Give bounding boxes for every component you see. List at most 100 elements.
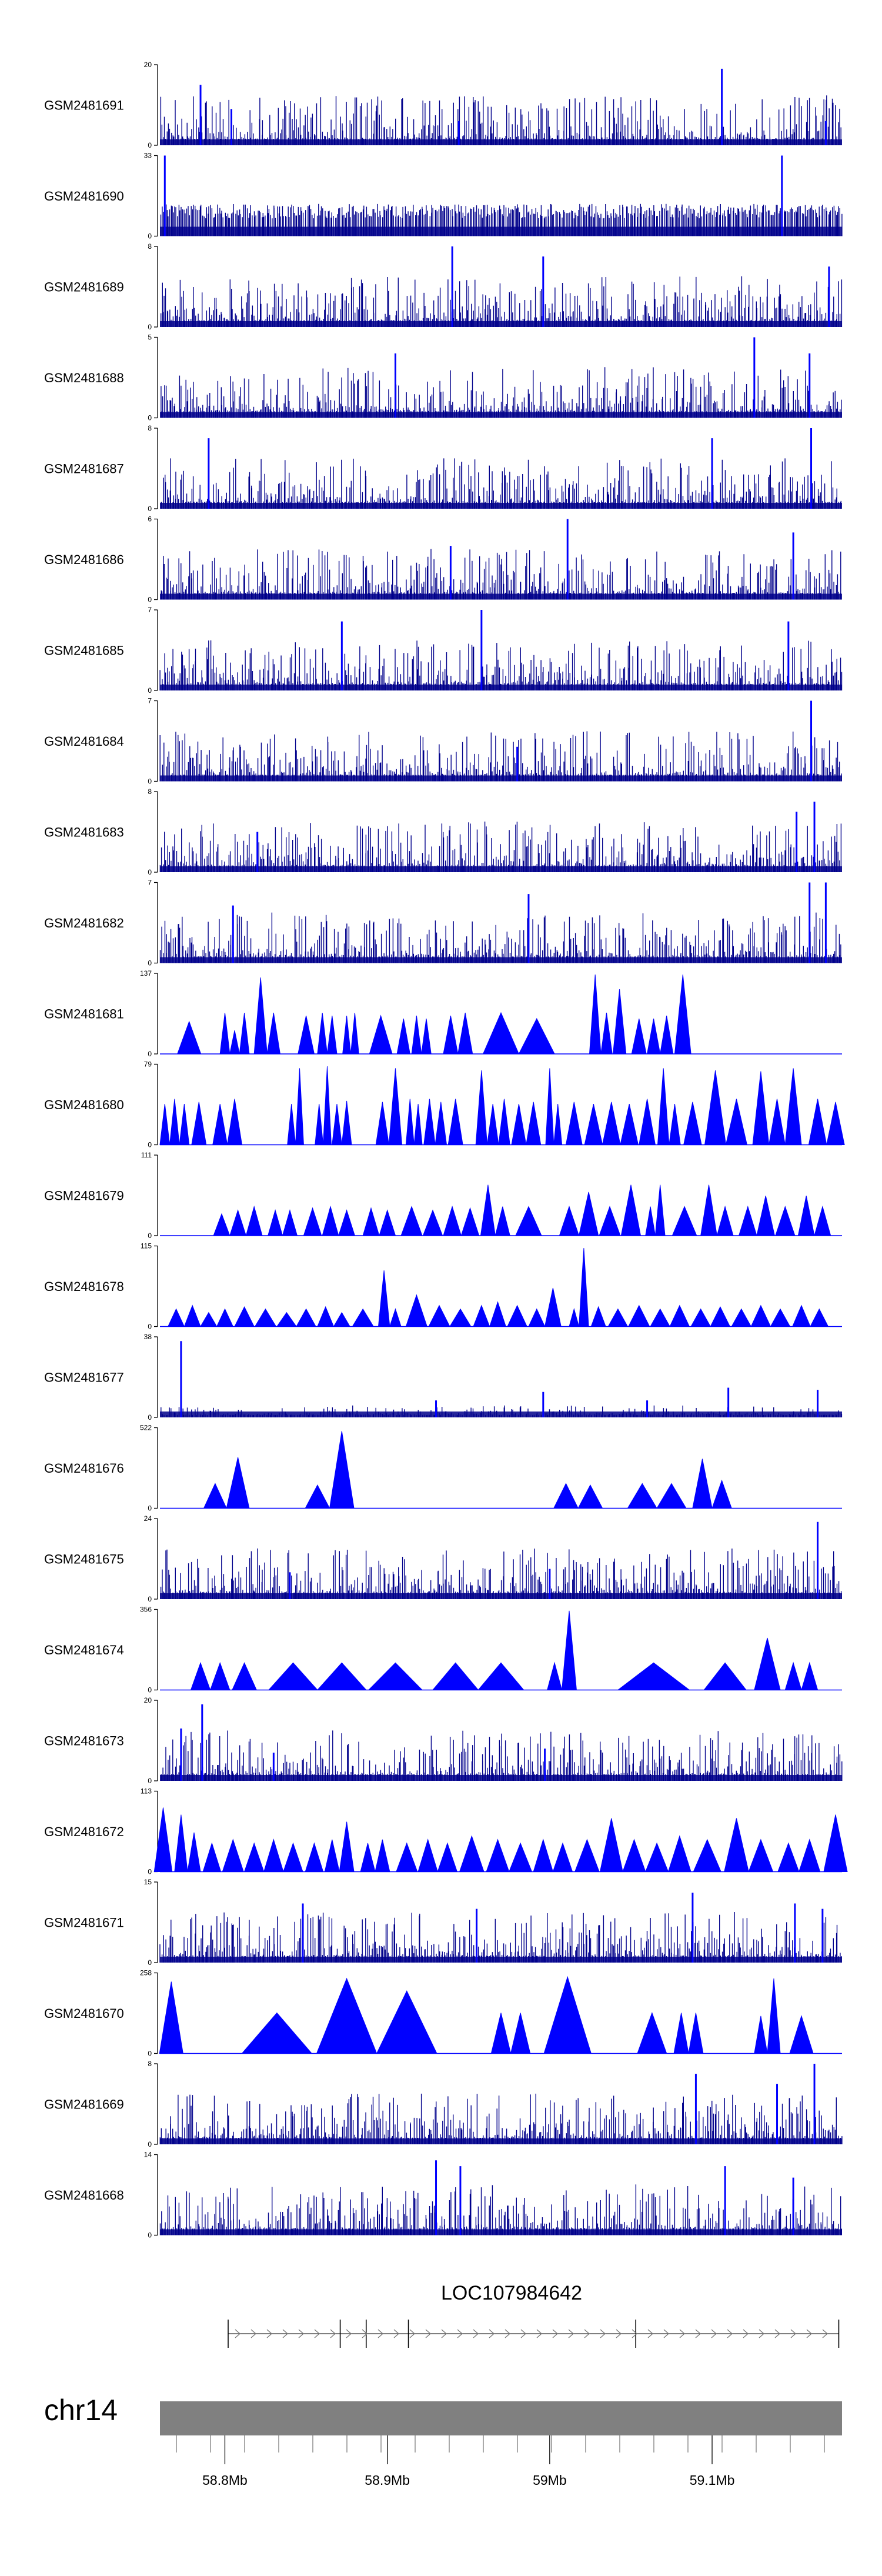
- track-label: GSM2481676: [44, 1461, 124, 1476]
- track-GSM2481690: GSM2481690 33 0: [44, 152, 843, 241]
- signal-peak: [245, 1205, 263, 1236]
- signal-peak: [750, 1304, 771, 1327]
- strand-arrow: [822, 2329, 828, 2338]
- signal-peak: [826, 1102, 845, 1145]
- y-min-label: 0: [148, 959, 152, 967]
- signal-peak: [253, 977, 268, 1055]
- signal-peak: [473, 1304, 490, 1327]
- track-GSM2481685: GSM2481685 7 0: [44, 606, 843, 695]
- signal-peak: [222, 1838, 244, 1872]
- signal-peak: [814, 1205, 831, 1236]
- signal-peak: [756, 1195, 776, 1236]
- signal-peak: [169, 1099, 180, 1145]
- signal-peak: [368, 1662, 423, 1690]
- track-label: GSM2481677: [44, 1370, 124, 1385]
- signal-peak: [435, 1102, 447, 1145]
- signal-peak: [263, 1838, 284, 1872]
- signal-peak: [459, 1835, 485, 1872]
- signal-peak: [422, 1209, 443, 1236]
- signal-peak: [432, 1662, 479, 1690]
- signal-peak: [339, 1821, 355, 1872]
- signal-peak: [276, 1312, 297, 1327]
- track-GSM2481684: GSM2481684 7 0: [44, 697, 842, 786]
- strand-arrow: [647, 2329, 653, 2338]
- strand-arrow: [790, 2329, 796, 2338]
- track-GSM2481671: GSM2481671 15 0: [44, 1878, 842, 1967]
- signal-peak: [375, 1102, 389, 1145]
- signal-peak: [400, 1206, 423, 1236]
- y-min-label: 0: [148, 232, 152, 241]
- strand-arrow: [568, 2329, 574, 2338]
- signal-peak: [574, 1838, 600, 1872]
- signal-peak: [174, 1814, 188, 1872]
- gene-track: LOC107984642: [228, 2282, 840, 2348]
- track-GSM2481668: GSM2481668 14 0: [44, 2151, 842, 2240]
- signal-floor: [160, 226, 842, 236]
- signal-peak: [797, 1196, 815, 1236]
- signal-peak: [683, 1102, 702, 1145]
- strand-arrow: [695, 2329, 701, 2338]
- signal-peak: [216, 1308, 234, 1327]
- signal-floor: [160, 1775, 842, 1781]
- y-max-label: 14: [144, 2151, 152, 2159]
- signal-peak: [657, 1068, 670, 1145]
- signal-peak: [533, 1838, 554, 1872]
- signal-peak: [379, 1209, 396, 1236]
- y-max-label: 20: [144, 61, 152, 69]
- signal-peak: [526, 1102, 542, 1145]
- y-min-label: 0: [148, 1050, 152, 1058]
- signal-floor: [160, 593, 842, 600]
- track-label: GSM2481674: [44, 1643, 124, 1657]
- signal-peak: [673, 2013, 689, 2054]
- signal-peak: [316, 1662, 367, 1690]
- y-min-label: 0: [148, 2050, 152, 2058]
- signal-peak: [305, 1484, 330, 1509]
- signal-peak: [396, 1018, 410, 1055]
- signal-peak: [808, 1099, 827, 1145]
- y-min-label: 0: [148, 505, 152, 513]
- y-min-label: 0: [148, 1504, 152, 1513]
- ideogram-band-ticks: [176, 2435, 825, 2452]
- signal-peak: [769, 1099, 786, 1145]
- signal-peak: [577, 1484, 603, 1509]
- gene-structure: [228, 2320, 840, 2348]
- y-max-label: 137: [140, 969, 152, 977]
- signal-peak: [767, 1978, 781, 2054]
- signal-peak: [545, 1068, 554, 1145]
- track-GSM2481669: GSM2481669 8 0: [44, 2060, 843, 2148]
- y-min-label: 0: [148, 778, 152, 786]
- strand-arrow: [806, 2329, 812, 2338]
- signal-peak: [449, 1308, 472, 1327]
- signal-peak: [565, 1102, 583, 1145]
- signal-peak: [202, 1842, 222, 1872]
- signal-peak: [486, 1838, 510, 1872]
- signal-peak: [622, 1838, 646, 1872]
- strand-arrow: [250, 2329, 256, 2338]
- signal-peak: [704, 1070, 727, 1145]
- track-label: GSM2481687: [44, 462, 124, 476]
- y-min-label: 0: [148, 1413, 152, 1422]
- signal-peak: [518, 1017, 555, 1055]
- y-max-label: 6: [148, 515, 152, 523]
- y-max-label: 115: [141, 1242, 152, 1250]
- signal-peak: [671, 1206, 697, 1236]
- signal-peak: [421, 1018, 432, 1055]
- signal-peak: [784, 1068, 802, 1145]
- signal-peak: [413, 1104, 423, 1145]
- signal-peak: [543, 1976, 592, 2054]
- signal-bars: [161, 276, 843, 327]
- track-label: GSM2481673: [44, 1734, 124, 1749]
- signal-peak: [589, 974, 602, 1055]
- signal-peak: [690, 1308, 711, 1327]
- signal-peak: [241, 2012, 313, 2054]
- strand-arrow: [759, 2329, 764, 2338]
- signal-peak: [303, 1207, 322, 1236]
- y-max-label: 8: [148, 424, 152, 432]
- track-label: GSM2481679: [44, 1189, 124, 1203]
- signal-peak: [296, 1308, 316, 1327]
- signal-peak: [268, 1209, 283, 1236]
- signal-peak: [613, 989, 627, 1055]
- signal-peak: [754, 1637, 781, 1690]
- signal-floor: [160, 1412, 842, 1417]
- signal-peak: [254, 1308, 277, 1327]
